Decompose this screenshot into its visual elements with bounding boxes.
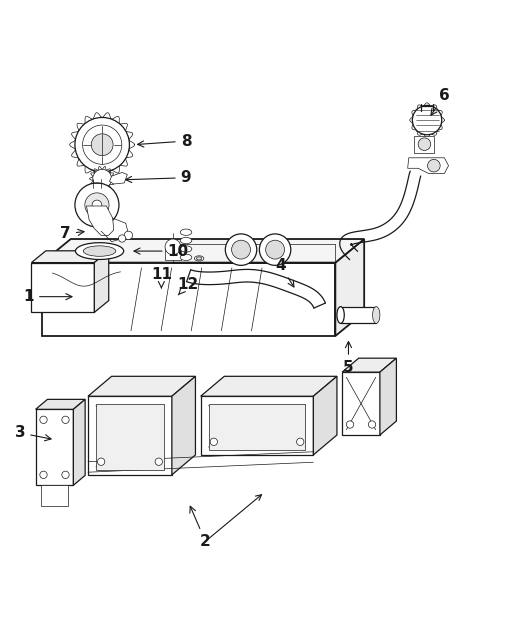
Polygon shape: [42, 263, 335, 336]
Text: 7: 7: [60, 226, 84, 241]
Polygon shape: [408, 158, 449, 173]
Text: 4: 4: [275, 258, 294, 287]
Ellipse shape: [180, 246, 192, 252]
Text: 8: 8: [138, 134, 191, 149]
Circle shape: [97, 458, 105, 466]
Circle shape: [210, 438, 217, 445]
Polygon shape: [41, 485, 68, 507]
Text: 6: 6: [431, 88, 450, 115]
Ellipse shape: [196, 257, 202, 260]
Circle shape: [346, 421, 354, 428]
Circle shape: [92, 200, 102, 210]
Polygon shape: [96, 404, 164, 469]
Text: 11: 11: [151, 266, 172, 288]
Circle shape: [259, 234, 291, 265]
Circle shape: [62, 416, 69, 423]
Polygon shape: [201, 396, 313, 455]
Polygon shape: [313, 376, 337, 455]
Polygon shape: [201, 376, 337, 396]
Circle shape: [124, 231, 133, 239]
Polygon shape: [94, 251, 108, 312]
Ellipse shape: [337, 307, 344, 323]
Circle shape: [232, 240, 250, 259]
Polygon shape: [209, 404, 305, 450]
Circle shape: [225, 234, 257, 265]
Circle shape: [91, 134, 113, 156]
Ellipse shape: [180, 255, 192, 260]
Circle shape: [418, 138, 431, 151]
Polygon shape: [335, 239, 364, 336]
Polygon shape: [42, 239, 364, 263]
Polygon shape: [110, 173, 127, 184]
Text: 10: 10: [134, 244, 189, 258]
Ellipse shape: [194, 256, 204, 261]
Polygon shape: [86, 206, 114, 236]
Circle shape: [40, 471, 47, 479]
Polygon shape: [36, 410, 73, 485]
Circle shape: [75, 117, 129, 172]
Text: 5: 5: [343, 341, 354, 375]
Ellipse shape: [83, 246, 116, 256]
Circle shape: [412, 105, 442, 135]
Circle shape: [428, 159, 440, 172]
Polygon shape: [73, 399, 85, 485]
Polygon shape: [88, 396, 172, 475]
Text: 12: 12: [177, 277, 198, 295]
Circle shape: [118, 235, 126, 242]
Polygon shape: [165, 247, 181, 260]
Text: 1: 1: [24, 289, 72, 304]
Circle shape: [165, 239, 181, 255]
Polygon shape: [172, 376, 195, 475]
Text: 3: 3: [15, 425, 51, 441]
Polygon shape: [341, 307, 376, 323]
Circle shape: [155, 458, 162, 466]
Circle shape: [75, 183, 119, 227]
Ellipse shape: [373, 307, 380, 323]
Circle shape: [368, 421, 376, 428]
Text: 2: 2: [190, 507, 211, 549]
Ellipse shape: [75, 243, 124, 260]
Polygon shape: [36, 399, 85, 410]
Polygon shape: [88, 376, 195, 396]
Circle shape: [85, 193, 109, 217]
Polygon shape: [31, 251, 108, 263]
Circle shape: [266, 240, 285, 259]
Circle shape: [297, 438, 304, 445]
Polygon shape: [380, 358, 396, 435]
Text: 9: 9: [126, 170, 191, 185]
Polygon shape: [31, 263, 94, 312]
Ellipse shape: [180, 238, 192, 244]
Polygon shape: [414, 136, 434, 152]
Circle shape: [93, 169, 112, 188]
Polygon shape: [342, 358, 396, 372]
Circle shape: [40, 416, 47, 423]
Ellipse shape: [180, 229, 192, 236]
Polygon shape: [342, 372, 380, 435]
Circle shape: [62, 471, 69, 479]
